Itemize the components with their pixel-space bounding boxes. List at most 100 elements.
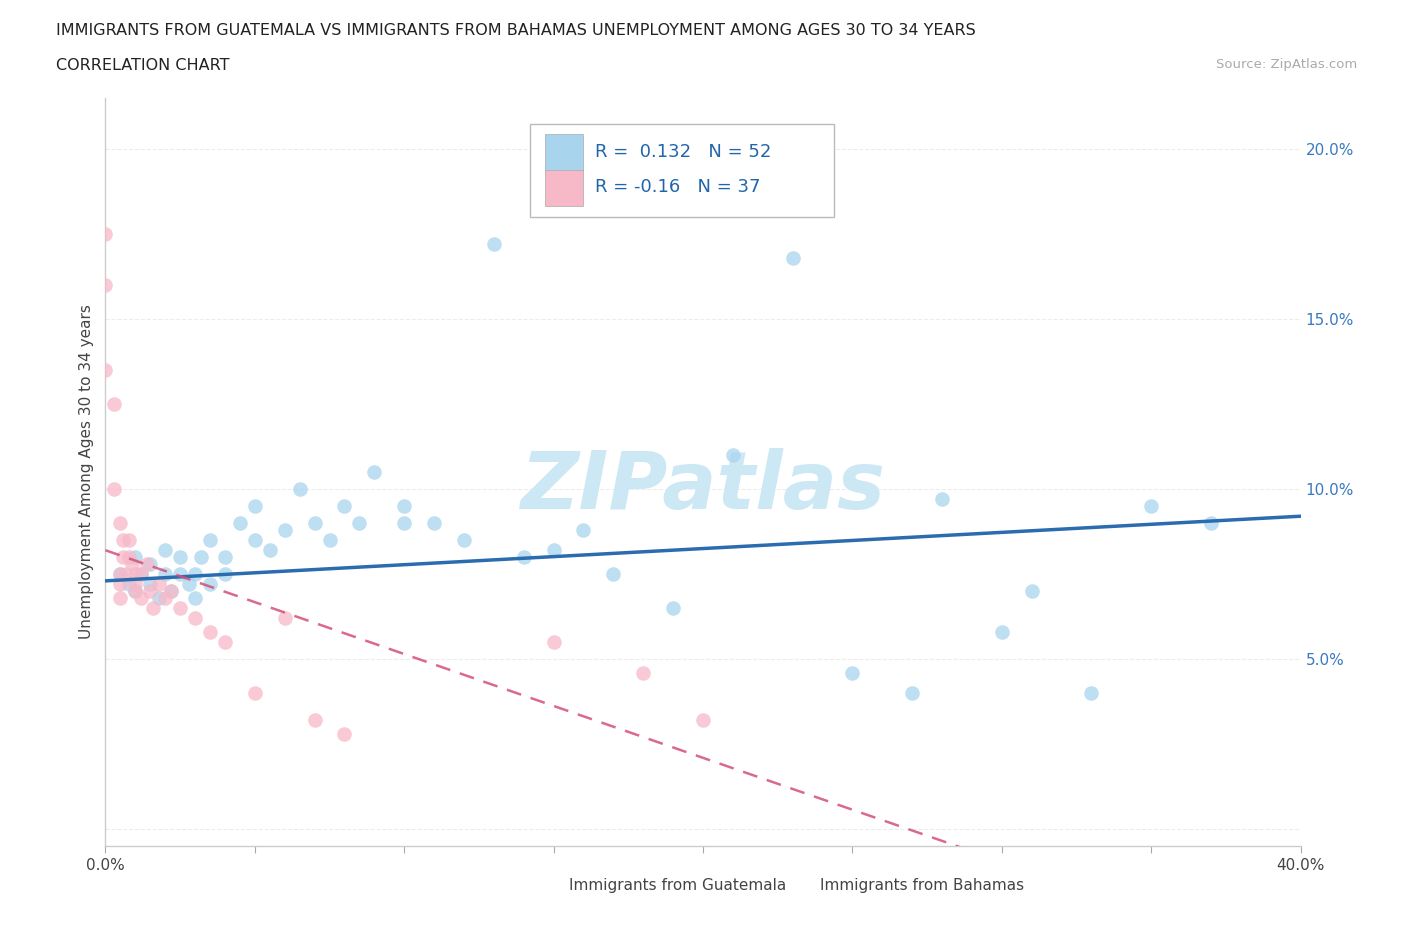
FancyBboxPatch shape xyxy=(546,134,583,171)
Point xyxy=(692,713,714,728)
Point xyxy=(214,634,236,649)
Point xyxy=(184,591,207,605)
Point xyxy=(633,665,655,680)
Point xyxy=(1199,515,1222,530)
Point xyxy=(662,601,685,616)
Point xyxy=(148,577,170,591)
Point xyxy=(543,543,565,558)
Point xyxy=(124,584,146,599)
Text: Immigrants from Bahamas: Immigrants from Bahamas xyxy=(820,879,1024,894)
Point xyxy=(304,713,326,728)
Point xyxy=(273,611,295,626)
Point xyxy=(118,550,141,565)
Point xyxy=(543,634,565,649)
Point xyxy=(160,584,183,599)
Point xyxy=(1080,685,1102,700)
Point xyxy=(94,226,117,241)
Point xyxy=(177,577,201,591)
Point xyxy=(129,591,153,605)
Point xyxy=(288,482,311,497)
Point xyxy=(198,577,221,591)
Point xyxy=(142,601,165,616)
Point xyxy=(110,515,132,530)
Point xyxy=(121,556,143,571)
Point xyxy=(423,515,446,530)
Point xyxy=(243,533,266,548)
Point xyxy=(572,523,595,538)
Point xyxy=(139,577,162,591)
Point xyxy=(124,550,146,565)
Point xyxy=(124,566,146,581)
Point xyxy=(169,566,191,581)
Point xyxy=(129,566,153,581)
Text: Source: ZipAtlas.com: Source: ZipAtlas.com xyxy=(1216,58,1357,71)
FancyBboxPatch shape xyxy=(533,874,564,898)
Point xyxy=(118,577,141,591)
Point xyxy=(136,556,159,571)
Point xyxy=(110,566,132,581)
Point xyxy=(273,523,295,538)
Point xyxy=(115,566,138,581)
Point xyxy=(155,543,177,558)
Y-axis label: Unemployment Among Ages 30 to 34 years: Unemployment Among Ages 30 to 34 years xyxy=(79,304,94,640)
Text: Immigrants from Guatemala: Immigrants from Guatemala xyxy=(569,879,786,894)
Point xyxy=(139,584,162,599)
Point xyxy=(184,611,207,626)
Point xyxy=(990,624,1012,639)
Point xyxy=(94,363,117,378)
Point xyxy=(110,566,132,581)
Point xyxy=(160,584,183,599)
Point xyxy=(169,550,191,565)
Point xyxy=(304,515,326,530)
Point xyxy=(394,498,416,513)
Point xyxy=(229,515,252,530)
Point xyxy=(198,624,221,639)
Point xyxy=(602,566,624,581)
Point xyxy=(453,533,475,548)
Text: ZIPatlas: ZIPatlas xyxy=(520,448,886,526)
Text: IMMIGRANTS FROM GUATEMALA VS IMMIGRANTS FROM BAHAMAS UNEMPLOYMENT AMONG AGES 30 : IMMIGRANTS FROM GUATEMALA VS IMMIGRANTS … xyxy=(56,23,976,38)
Point xyxy=(155,566,177,581)
Point xyxy=(259,543,281,558)
Point xyxy=(349,515,371,530)
Point xyxy=(243,498,266,513)
Point xyxy=(112,533,135,548)
Point xyxy=(139,556,162,571)
Point xyxy=(1140,498,1163,513)
Text: R =  0.132   N = 52: R = 0.132 N = 52 xyxy=(596,143,772,161)
FancyBboxPatch shape xyxy=(530,124,835,218)
Point xyxy=(333,726,356,741)
Point xyxy=(721,447,744,462)
Point xyxy=(901,685,924,700)
Point xyxy=(1021,584,1043,599)
Point xyxy=(333,498,356,513)
Point xyxy=(841,665,863,680)
Text: R = -0.16   N = 37: R = -0.16 N = 37 xyxy=(596,179,761,196)
Point xyxy=(318,533,340,548)
Point xyxy=(155,591,177,605)
Point xyxy=(103,396,125,411)
Point xyxy=(931,492,953,507)
Point xyxy=(214,566,236,581)
Point xyxy=(482,236,505,251)
Point xyxy=(110,577,132,591)
Point xyxy=(214,550,236,565)
Point xyxy=(243,685,266,700)
Point xyxy=(184,566,207,581)
Point xyxy=(782,250,804,265)
Point xyxy=(198,533,221,548)
Point xyxy=(394,515,416,530)
Point xyxy=(190,550,212,565)
Point xyxy=(103,482,125,497)
Point xyxy=(124,577,146,591)
Point xyxy=(94,277,117,292)
Point xyxy=(118,533,141,548)
Point xyxy=(363,465,385,480)
Point xyxy=(112,550,135,565)
Point xyxy=(169,601,191,616)
Point xyxy=(129,566,153,581)
Point xyxy=(124,584,146,599)
Point xyxy=(148,591,170,605)
Point xyxy=(513,550,536,565)
Text: CORRELATION CHART: CORRELATION CHART xyxy=(56,58,229,73)
